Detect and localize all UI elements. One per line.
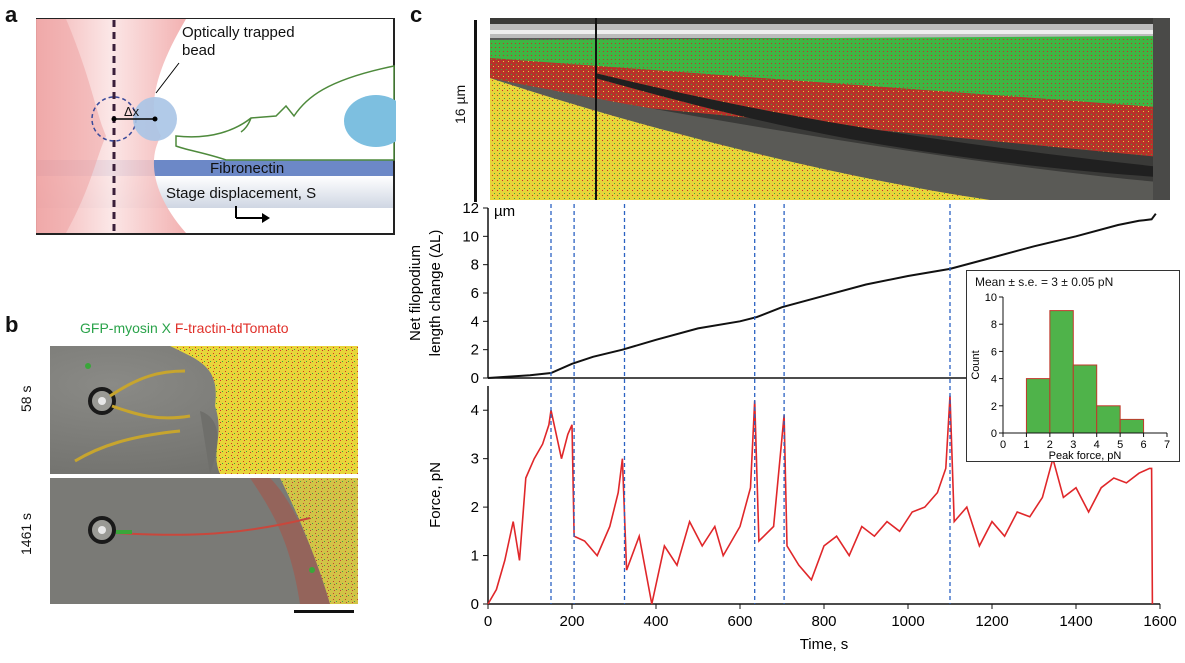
- y-tick-label: 12: [462, 200, 479, 217]
- panel-label-c: c: [410, 2, 423, 27]
- schematic-panel: [36, 18, 396, 235]
- y-tick-label: 4: [471, 402, 479, 419]
- hist-x-tick-label: 1: [1023, 439, 1029, 451]
- frame-1-time: 58 s: [18, 385, 34, 412]
- length-change-chart: 0 2 4 6 8 10 12 µm Net filopodium length change (…: [407, 200, 1160, 386]
- x-axis-label: Time, s: [800, 636, 849, 653]
- x-tick-label: 1600: [1143, 613, 1176, 630]
- micrograph-frame-2: [50, 478, 358, 604]
- x-tick-label: 400: [643, 613, 668, 630]
- hist-y-tick-label: 0: [991, 428, 997, 440]
- hist-x-tick-label: 3: [1070, 439, 1076, 451]
- scale-bar: [294, 610, 354, 613]
- y-tick-label: 0: [471, 370, 479, 386]
- x-tick-label: 1200: [975, 613, 1008, 630]
- histogram-title: Mean ± s.e. = 3 ± 0.05 pN: [975, 275, 1114, 289]
- histogram-chart: 0 2 4 6 8 10 0 1 2 3 4 5 6 7 Peak force, pN Count: [970, 292, 1170, 461]
- y-axis-label: Net filopodium: [407, 245, 424, 341]
- y-tick-label: 6: [471, 285, 479, 302]
- micrograph-title: GFP-myosin X F-tractin-tdTomato: [80, 320, 289, 336]
- hist-y-tick-label: 2: [991, 401, 997, 413]
- micrograph-frame-1: [50, 346, 358, 474]
- y-tick-label: 2: [471, 342, 479, 359]
- histogram-bar: [1119, 418, 1145, 434]
- x-tick-label: 1400: [1059, 613, 1092, 630]
- y-tick-label: 8: [471, 257, 479, 274]
- kymograph-image: [490, 18, 1170, 200]
- y-tick-label: 10: [462, 228, 479, 245]
- y-tick-label: 0: [471, 596, 479, 613]
- cell-outline: [175, 65, 395, 161]
- hist-x-tick-label: 6: [1141, 439, 1147, 451]
- y-tick-label: 1: [471, 548, 479, 565]
- y-unit-label: µm: [494, 203, 515, 220]
- stage-label: Stage displacement, S: [166, 185, 317, 202]
- hist-x-tick-label: 2: [1047, 439, 1053, 451]
- kymograph-scale-bar: [474, 20, 477, 202]
- y-axis-label: Force, pN: [427, 462, 444, 528]
- hist-y-tick-label: 4: [991, 374, 997, 386]
- hist-y-tick-label: 6: [991, 346, 997, 358]
- hist-x-axis-label: Peak force, pN: [1049, 450, 1122, 461]
- hist-x-tick-label: 5: [1117, 439, 1123, 451]
- histogram-bar: [1025, 378, 1051, 434]
- arrow-right-icon: [262, 213, 270, 223]
- x-tick-label: 800: [811, 613, 836, 630]
- panel-label-b: b: [5, 312, 19, 337]
- histogram-bar: [1072, 364, 1098, 434]
- hist-y-tick-label: 10: [985, 292, 997, 304]
- hist-x-tick-label: 0: [1000, 439, 1006, 451]
- hist-x-tick-label: 4: [1094, 439, 1100, 451]
- nucleus: [344, 95, 396, 147]
- kymograph-scale-label: 16 µm: [452, 84, 468, 124]
- x-tick-label: 200: [559, 613, 584, 630]
- title-green: GFP-myosin X: [80, 320, 172, 336]
- histogram-bar: [1049, 310, 1074, 434]
- fibronectin-label: Fibronectin: [210, 160, 285, 177]
- event-markers: [550, 204, 951, 604]
- dx-label: Δx: [124, 104, 140, 119]
- hist-x-tick-label: 7: [1164, 439, 1170, 451]
- x-tick-label: 600: [727, 613, 752, 630]
- hist-y-tick-label: 8: [991, 319, 997, 331]
- bead-label: Optically trapped bead: [182, 24, 295, 59]
- y-tick-label: 2: [471, 499, 479, 516]
- x-tick-label: 1000: [891, 613, 924, 630]
- histogram-bar: [1096, 405, 1121, 434]
- x-tick-label: 0: [484, 613, 492, 630]
- title-red: F-tractin-tdTomato: [174, 320, 289, 336]
- y-axis-label: length change (ΔL): [427, 230, 444, 357]
- hist-y-axis-label: Count: [970, 350, 982, 379]
- y-tick-label: 3: [471, 451, 479, 468]
- panel-label-a: a: [5, 2, 18, 27]
- length-series-line: [487, 213, 1157, 379]
- y-tick-label: 4: [471, 313, 479, 330]
- frame-2-time: 1461 s: [18, 512, 34, 555]
- histogram-inset: Mean ± s.e. = 3 ± 0.05 pN 0 2 4 6 8 10 0 1 2 3 4 5 6…: [966, 270, 1180, 462]
